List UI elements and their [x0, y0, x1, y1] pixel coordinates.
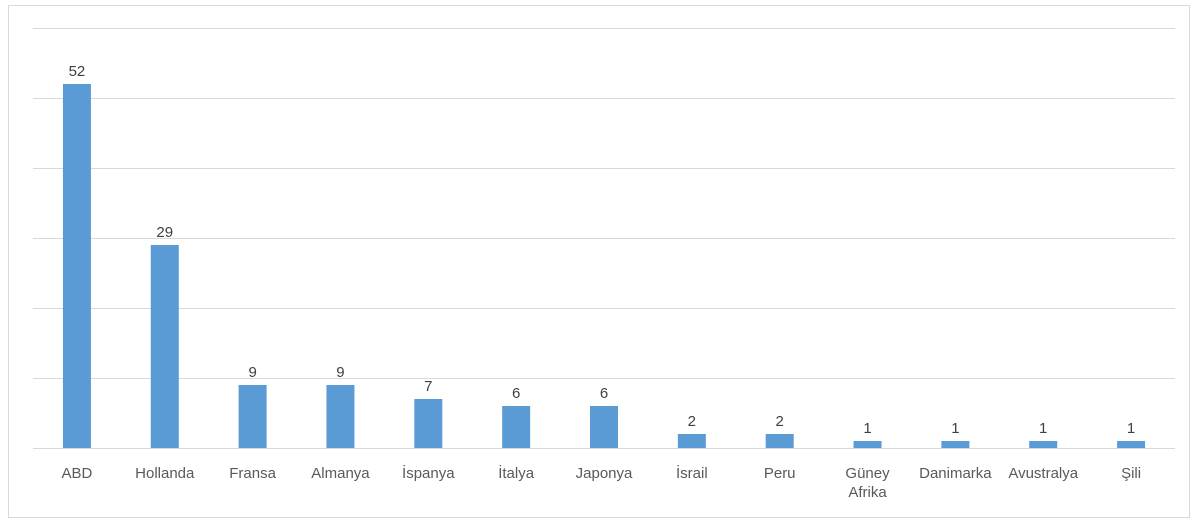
x-tick-label: ABD: [62, 465, 93, 482]
data-label: 1: [1127, 420, 1135, 437]
x-tick-label: İtalya: [498, 464, 535, 482]
bar: [1029, 441, 1058, 448]
bar: [238, 385, 267, 448]
x-tick-label: Fransa: [229, 465, 276, 482]
x-tick-label: İsrail: [676, 464, 708, 482]
data-label: 2: [688, 413, 696, 430]
x-tick-label: Şili: [1121, 465, 1141, 482]
bar: [677, 434, 706, 448]
data-label: 9: [248, 364, 256, 381]
bar: [1117, 441, 1146, 448]
bar: [502, 406, 531, 448]
x-axis: ABD Hollanda Fransa Almanya İspanya İtalya Jap…: [33, 448, 1175, 501]
gridlines: [33, 28, 1175, 379]
chart-frame: 52 29 9 9 7 6 6 2 2 1 1 1 1 ABD Hollanda Fransa Almanya…: [8, 5, 1190, 518]
x-tick-label: Danimarka: [919, 465, 992, 482]
data-label: 2: [776, 413, 784, 430]
x-tick-label: İspanya: [402, 464, 455, 482]
bar: [326, 385, 355, 448]
data-label: 52: [69, 63, 86, 80]
data-label: 6: [512, 385, 520, 402]
data-label: 1: [951, 420, 959, 437]
bars: [62, 84, 1146, 448]
data-labels: 52 29 9 9 7 6 6 2 2 1 1 1 1: [69, 63, 1136, 437]
x-tick-label: Avustralya: [1008, 465, 1078, 482]
data-label: 1: [863, 420, 871, 437]
bar: [590, 406, 618, 448]
bar-chart: 52 29 9 9 7 6 6 2 2 1 1 1 1 ABD Hollanda Fransa Almanya…: [33, 28, 1175, 501]
bar: [941, 441, 970, 448]
bar: [853, 441, 882, 448]
bar: [414, 399, 443, 448]
data-label: 29: [156, 224, 173, 241]
bar: [62, 84, 91, 448]
data-label: 6: [600, 385, 608, 402]
data-label: 7: [424, 378, 432, 395]
x-tick-label: Hollanda: [135, 465, 195, 482]
data-label: 9: [336, 364, 344, 381]
x-tick-label: Güney Afrika: [845, 465, 890, 501]
x-tick-label: Peru: [764, 465, 796, 482]
x-tick-label: Japonya: [576, 465, 633, 482]
bar: [150, 245, 179, 448]
data-label: 1: [1039, 420, 1047, 437]
bar: [765, 434, 794, 448]
x-tick-label: Almanya: [311, 465, 370, 482]
